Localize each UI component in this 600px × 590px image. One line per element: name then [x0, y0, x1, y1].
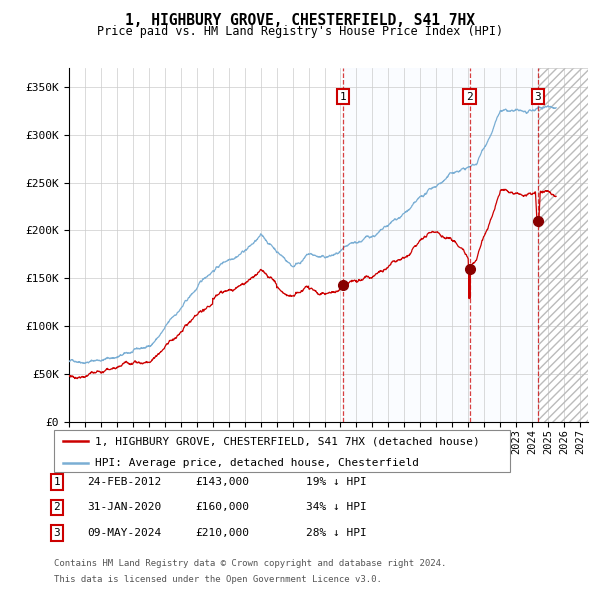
- Text: 34% ↓ HPI: 34% ↓ HPI: [306, 503, 367, 512]
- Text: Price paid vs. HM Land Registry's House Price Index (HPI): Price paid vs. HM Land Registry's House …: [97, 25, 503, 38]
- Text: HPI: Average price, detached house, Chesterfield: HPI: Average price, detached house, Ches…: [95, 458, 419, 468]
- Text: This data is licensed under the Open Government Licence v3.0.: This data is licensed under the Open Gov…: [54, 575, 382, 584]
- Text: 09-MAY-2024: 09-MAY-2024: [87, 528, 161, 537]
- Text: £160,000: £160,000: [195, 503, 249, 512]
- Text: 1, HIGHBURY GROVE, CHESTERFIELD, S41 7HX: 1, HIGHBURY GROVE, CHESTERFIELD, S41 7HX: [125, 13, 475, 28]
- Text: 28% ↓ HPI: 28% ↓ HPI: [306, 528, 367, 537]
- Text: Contains HM Land Registry data © Crown copyright and database right 2024.: Contains HM Land Registry data © Crown c…: [54, 559, 446, 568]
- Text: 3: 3: [535, 91, 541, 101]
- Text: £210,000: £210,000: [195, 528, 249, 537]
- Text: 24-FEB-2012: 24-FEB-2012: [87, 477, 161, 487]
- Text: 31-JAN-2020: 31-JAN-2020: [87, 503, 161, 512]
- Bar: [343, 68, 538, 422]
- Text: £143,000: £143,000: [195, 477, 249, 487]
- Text: 1: 1: [340, 91, 346, 101]
- Text: 3: 3: [53, 528, 61, 537]
- Text: 2: 2: [466, 91, 473, 101]
- Text: 1, HIGHBURY GROVE, CHESTERFIELD, S41 7HX (detached house): 1, HIGHBURY GROVE, CHESTERFIELD, S41 7HX…: [95, 437, 480, 447]
- Text: 2: 2: [53, 503, 61, 512]
- Text: 19% ↓ HPI: 19% ↓ HPI: [306, 477, 367, 487]
- FancyBboxPatch shape: [54, 430, 510, 472]
- Text: 1: 1: [53, 477, 61, 487]
